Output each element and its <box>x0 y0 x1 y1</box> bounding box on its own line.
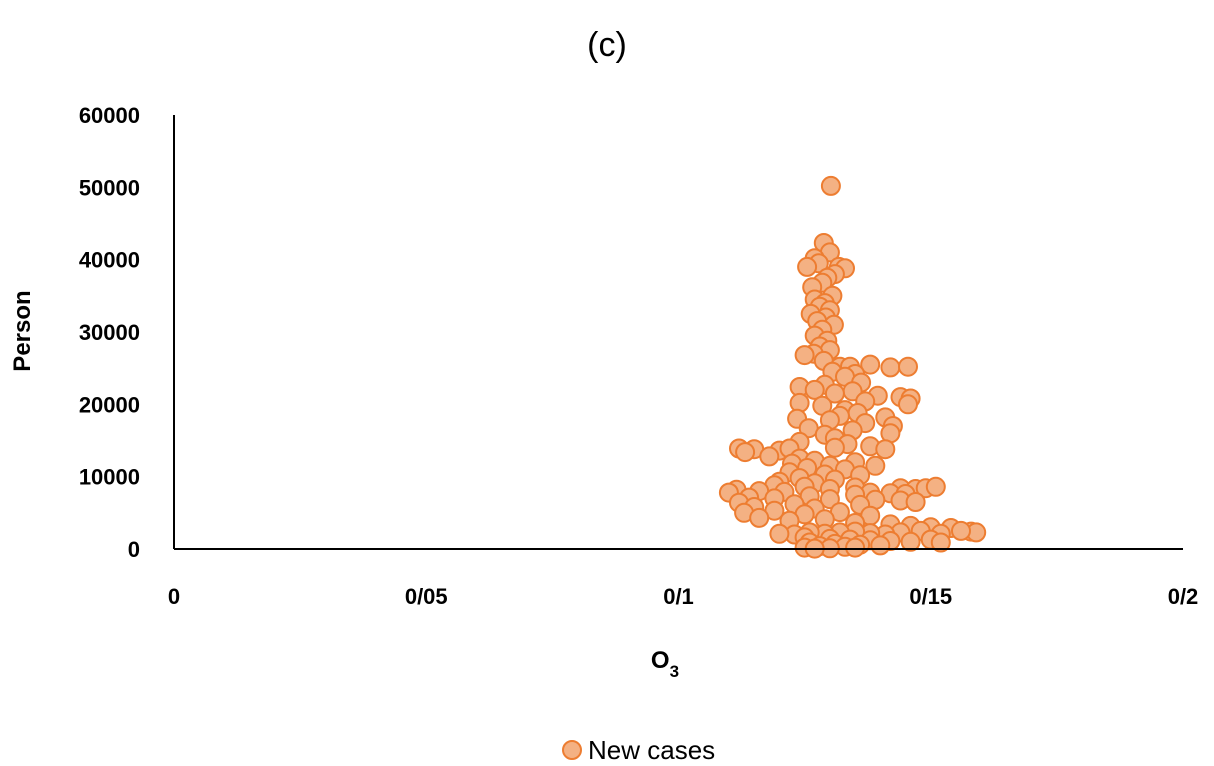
x-tick-label: 0 <box>168 584 180 609</box>
data-point <box>845 537 866 558</box>
data-point <box>900 531 921 552</box>
legend: New cases <box>562 735 715 765</box>
y-axis-ticks: 0 10000 20000 30000 40000 50000 60000 <box>79 103 140 562</box>
y-tick-label: 10000 <box>79 465 140 490</box>
x-axis-ticks: 0 0/05 0/1 0/15 0/2 <box>168 584 1198 609</box>
data-point <box>819 489 840 510</box>
data-point <box>794 345 815 366</box>
data-point <box>875 439 896 460</box>
data-point <box>797 256 818 277</box>
data-point <box>930 532 951 553</box>
x-tick-label: 0/1 <box>663 584 694 609</box>
legend-marker-new-cases <box>562 740 582 760</box>
y-axis-title: Person <box>9 290 36 371</box>
data-point <box>925 476 946 497</box>
legend-label-new-cases: New cases <box>588 735 715 765</box>
data-point <box>865 455 886 476</box>
y-tick-label: 20000 <box>79 392 140 417</box>
data-point <box>824 437 845 458</box>
data-points <box>718 175 987 559</box>
data-point <box>860 354 881 375</box>
y-tick-label: 30000 <box>79 320 140 345</box>
data-point <box>898 356 918 377</box>
x-tick-label: 0/2 <box>1168 584 1199 609</box>
data-point <box>749 507 770 528</box>
x-axis-title-main: O <box>651 647 670 674</box>
data-point <box>735 442 756 463</box>
data-point <box>870 535 891 556</box>
y-tick-label: 50000 <box>79 175 140 200</box>
data-point <box>905 492 926 512</box>
x-tick-label: 0/05 <box>405 584 448 609</box>
y-tick-label: 0 <box>128 537 140 562</box>
y-tick-label: 40000 <box>79 248 140 273</box>
data-point <box>951 520 971 541</box>
chart-title: (c) <box>587 26 627 64</box>
data-point <box>880 357 901 378</box>
x-tick-label: 0/15 <box>909 584 952 609</box>
y-tick-label: 60000 <box>79 103 140 128</box>
data-point <box>804 379 825 400</box>
x-axis-title-subscript: 3 <box>670 662 679 681</box>
data-point <box>769 523 790 544</box>
data-point <box>820 175 841 196</box>
data-point <box>898 394 918 415</box>
data-point <box>824 383 845 404</box>
x-axis-title: O3 <box>651 647 679 681</box>
data-point <box>759 446 780 467</box>
